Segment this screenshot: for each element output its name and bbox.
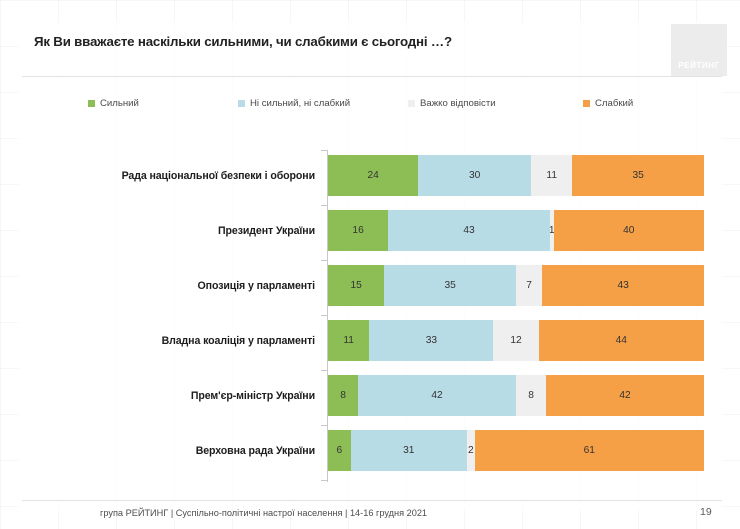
stacked-bar: 16 43 1 40 (328, 210, 704, 251)
axis-tick (321, 370, 327, 371)
bar-segment[interactable]: 6 (328, 430, 351, 471)
bar-segment[interactable]: 2 (467, 430, 475, 471)
legend-label: Ні сильний, ні слабкий (250, 98, 351, 109)
bar-segment[interactable]: 33 (369, 320, 494, 361)
legend-label: Важко відповісти (420, 98, 496, 109)
bar-segment[interactable]: 1 (549, 210, 554, 251)
bar-segment[interactable]: 35 (384, 265, 516, 306)
category-label: Президент України (218, 224, 315, 237)
legend-label: Сильний (100, 98, 139, 109)
legend-item-4[interactable]: Слабкий (583, 98, 633, 109)
legend-swatch-icon (408, 100, 415, 107)
footer-source-text: група РЕЙТИНГ | Суспільно-політичні наст… (100, 508, 428, 518)
axis-tick (321, 480, 327, 481)
legend-item-2[interactable]: Ні сильний, ні слабкий (238, 98, 350, 109)
bar-segment[interactable]: 43 (542, 265, 704, 306)
legend-swatch-icon (238, 100, 245, 107)
stacked-bar: 11 33 12 44 (328, 320, 704, 361)
bar-segment[interactable]: 44 (538, 320, 704, 361)
category-label: Рада національної безпеки і оборони (121, 169, 316, 182)
bar-segment[interactable]: 7 (515, 265, 543, 306)
bar-segment[interactable]: 11 (531, 155, 573, 196)
category-label: Верховна рада України (195, 444, 315, 457)
page-number: 19 (700, 506, 712, 518)
category-label: Владна коаліція у парламенті (161, 334, 316, 347)
footer-divider (22, 500, 722, 501)
page-title: Як Ви вважаєте наскільки сильними, чи сл… (34, 34, 452, 49)
bar-segment[interactable]: 42 (546, 375, 704, 416)
chart-row: Президент України 16 43 1 40 (0, 203, 740, 258)
chart-legend: Сильний Ні сильний, ні слабкий Важко відпо… (88, 98, 668, 114)
legend-label: Слабкий (595, 98, 634, 109)
legend-item-1[interactable]: Сильний (88, 98, 139, 109)
chart-row: Владна коаліція у парламенті 11 33 12 44 (0, 313, 740, 368)
chart-row: Рада національної безпеки і оборони 24 30 1… (0, 148, 740, 203)
chart-row: Прем'єр-міністр України 8 42 8 42 (0, 368, 740, 423)
bar-segment[interactable]: 16 (328, 210, 389, 251)
stacked-bar-chart: Рада національної безпеки і оборони 24 30 1… (0, 148, 740, 488)
chart-row: Верховна рада України 6 31 2 61 (0, 423, 740, 478)
chart-row: Опозиція у парламенті 15 35 7 43 (0, 258, 740, 313)
legend-swatch-icon (583, 100, 590, 107)
stacked-bar: 8 42 8 42 (328, 375, 704, 416)
legend-swatch-icon (88, 100, 95, 107)
category-axis-line (327, 150, 328, 482)
rating-logo-text: РЕЙТИНГ (678, 61, 720, 70)
bar-segment[interactable]: 40 (553, 210, 704, 251)
category-label: Прем'єр-міністр України (190, 389, 315, 402)
bar-segment[interactable]: 11 (328, 320, 370, 361)
bar-segment[interactable]: 31 (350, 430, 468, 471)
stacked-bar: 6 31 2 61 (328, 430, 704, 471)
axis-tick (321, 425, 327, 426)
rating-logo: РЕЙТИНГ (671, 24, 727, 76)
bar-segment[interactable]: 8 (515, 375, 547, 416)
axis-tick (321, 205, 327, 206)
category-label: Опозиція у парламенті (197, 279, 316, 292)
bar-segment[interactable]: 8 (328, 375, 359, 416)
bar-segment[interactable]: 35 (572, 155, 704, 196)
axis-tick (321, 315, 327, 316)
axis-tick (321, 260, 327, 261)
legend-item-3[interactable]: Важко відповісти (408, 98, 496, 109)
bar-segment[interactable]: 42 (358, 375, 516, 416)
axis-tick (321, 150, 327, 151)
bar-segment[interactable]: 43 (388, 210, 550, 251)
bar-segment[interactable]: 61 (474, 430, 704, 471)
bar-segment[interactable]: 24 (328, 155, 419, 196)
stacked-bar: 24 30 11 35 (328, 155, 704, 196)
title-divider (22, 76, 722, 77)
stacked-bar: 15 35 7 43 (328, 265, 704, 306)
bar-segment[interactable]: 30 (418, 155, 532, 196)
bar-segment[interactable]: 15 (328, 265, 385, 306)
bar-segment[interactable]: 12 (493, 320, 539, 361)
